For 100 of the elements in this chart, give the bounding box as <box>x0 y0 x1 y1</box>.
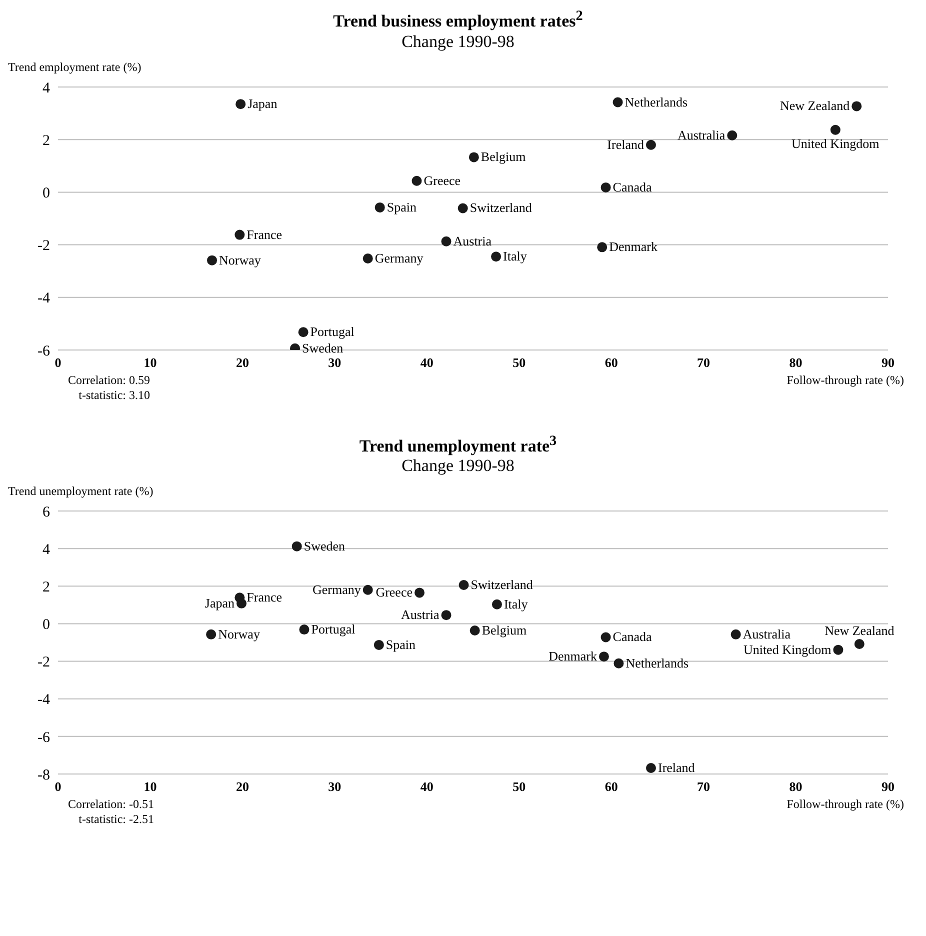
annotation: Ireland <box>607 136 644 152</box>
x-tick-label: 20 <box>236 780 249 795</box>
x-tick-label: 20 <box>236 354 249 370</box>
y-tick-label: -4 <box>38 290 50 306</box>
x-tick-label: 0 <box>54 354 62 370</box>
annotation: Norway <box>218 626 260 642</box>
annotation: Austria <box>400 607 440 622</box>
x-tick-label: 80 <box>789 354 802 370</box>
y-tick-label: 6 <box>42 504 50 521</box>
chart-subtitle: Change 1990-98 <box>400 456 516 476</box>
point <box>597 242 608 252</box>
point <box>441 610 452 620</box>
x-tick-label: 60 <box>604 780 618 795</box>
annotation: Canada <box>612 179 652 194</box>
point <box>362 253 373 264</box>
point <box>730 630 741 640</box>
point <box>600 632 611 643</box>
annotation: Netherlands <box>624 94 688 109</box>
point <box>470 626 480 636</box>
annotation: Japan <box>204 596 236 611</box>
annotation: France <box>246 590 282 605</box>
x-axis-title: Follow-through rate (%) <box>786 372 904 389</box>
point <box>600 182 611 192</box>
annotation: Portugal <box>311 622 356 637</box>
point <box>299 624 310 635</box>
point <box>234 229 245 240</box>
point <box>207 254 218 265</box>
point <box>491 251 502 262</box>
annotation: Denmark <box>548 648 598 664</box>
text: Correlation: -0.51 <box>68 797 154 812</box>
point <box>852 100 862 111</box>
point <box>492 600 502 610</box>
point <box>412 176 422 186</box>
annotation: Australia <box>742 626 791 642</box>
x-tick-label: 50 <box>512 780 526 795</box>
x-tick-label: 90 <box>882 354 894 370</box>
annotation: New Zealand <box>824 623 895 638</box>
annotation: Spain <box>386 199 417 214</box>
y-tick-label: 0 <box>42 617 50 634</box>
annotation: Belgium <box>480 148 526 164</box>
chart-title: Trend unemployment rate$^{3}$ <box>358 432 558 456</box>
point <box>458 202 468 213</box>
point <box>468 152 479 162</box>
x-tick-label: 50 <box>512 354 526 370</box>
y-tick-label: 0 <box>42 185 50 202</box>
annotation: Germany <box>374 250 424 266</box>
y-tick-label: 2 <box>42 580 50 596</box>
point <box>458 580 469 590</box>
x-tick-label: 40 <box>420 354 434 370</box>
point <box>614 658 624 669</box>
x-tick-label: 0 <box>54 780 62 795</box>
annotation: Ireland <box>658 760 696 776</box>
y-tick-label: 4 <box>42 80 50 96</box>
point <box>374 640 384 650</box>
annotation: Denmark <box>609 238 658 254</box>
x-tick-label: 10 <box>144 780 157 795</box>
annotation: France <box>246 226 282 242</box>
x-tick-label: 10 <box>144 354 157 370</box>
annotation: Norway <box>219 252 262 267</box>
annotation: Belgium <box>482 622 527 638</box>
point <box>298 326 308 337</box>
point <box>646 140 656 150</box>
annotation: Sweden <box>304 538 346 554</box>
x-tick-label: 40 <box>420 780 434 795</box>
point <box>206 630 216 640</box>
point <box>236 598 247 609</box>
point <box>362 585 373 596</box>
x-axis-title: Follow-through rate (%) <box>786 797 904 814</box>
annotation: Germany <box>312 582 362 598</box>
chart-subtitle: Change 1990-98 <box>400 32 516 52</box>
annotation: United Kingdom <box>743 642 832 658</box>
text: t-statistic: -2.51 <box>78 812 154 828</box>
annotation: Greece <box>376 585 413 600</box>
annotation: Portugal <box>310 324 355 339</box>
x-tick-label: 90 <box>882 780 894 795</box>
y-tick-label: -2 <box>38 238 50 254</box>
x-tick-label: 80 <box>789 780 802 795</box>
annotation: Greece <box>424 172 461 188</box>
point <box>833 645 844 656</box>
y-axis-title: Trend unemployment rate (%) <box>8 484 154 500</box>
point <box>236 98 246 109</box>
text: t-statistic: 3.10 <box>78 388 150 403</box>
point <box>598 652 609 662</box>
y-tick-label: -6 <box>38 730 50 746</box>
y-tick-label: -8 <box>38 768 50 784</box>
x-tick-label: 60 <box>604 354 618 370</box>
annotation: Italy <box>504 596 528 612</box>
point <box>612 96 623 107</box>
annotation: Austria <box>453 233 492 248</box>
point <box>830 124 840 135</box>
annotation: Australia <box>677 127 726 142</box>
x-tick-label: 70 <box>697 354 710 370</box>
point <box>414 588 425 598</box>
point <box>646 763 656 774</box>
y-tick-label: 2 <box>42 132 50 149</box>
point <box>854 639 864 650</box>
annotation: Spain <box>386 637 416 652</box>
text: Correlation: 0.59 <box>68 372 150 388</box>
point <box>374 202 385 212</box>
annotation: Sweden <box>302 340 344 356</box>
